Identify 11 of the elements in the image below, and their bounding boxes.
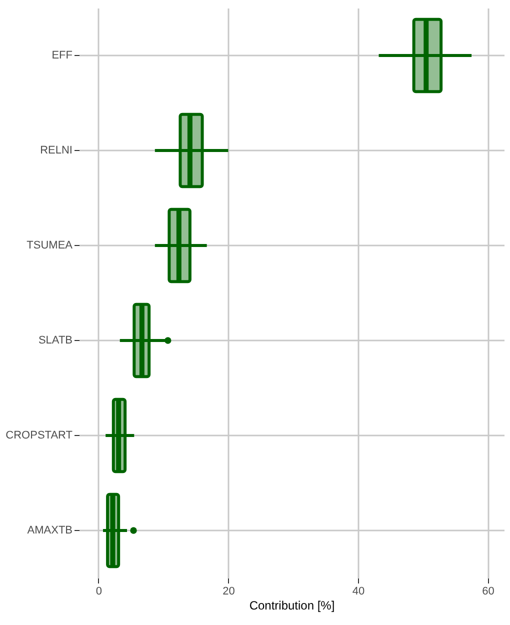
x-tick-label: 20 (222, 586, 235, 598)
y-tick-label: SLATB (38, 334, 72, 346)
x-tick-label: 40 (352, 586, 365, 598)
y-tick-label: AMAXTB (27, 524, 72, 536)
x-tick-label: 0 (96, 586, 102, 598)
x-tick-label: 60 (482, 586, 494, 598)
y-tick-label: EFF (52, 50, 73, 62)
y-tick-label: CROPSTART (6, 430, 73, 442)
y-tick-label: RELNI (40, 144, 72, 156)
y-tick-label: TSUMEA (26, 240, 74, 252)
x-axis-title: Contribution [%] (249, 598, 335, 612)
